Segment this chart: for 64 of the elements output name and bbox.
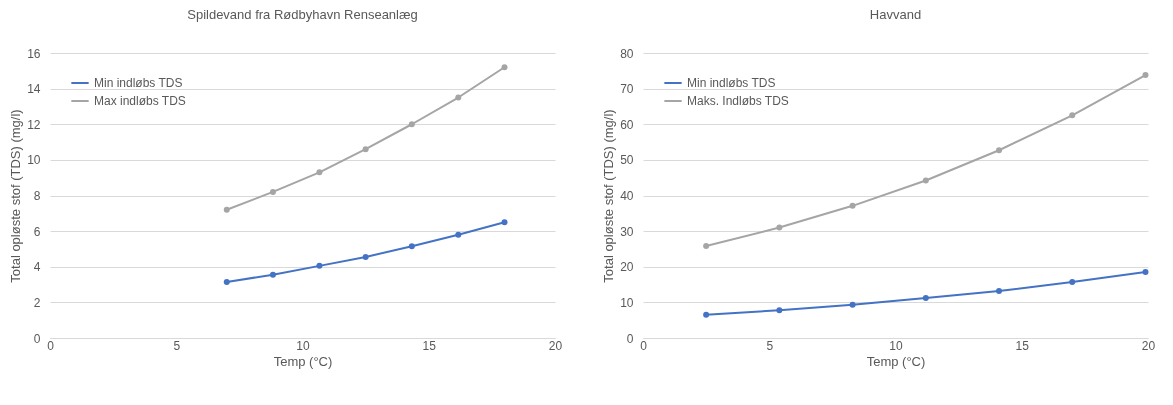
point bbox=[455, 94, 462, 101]
point bbox=[776, 307, 783, 314]
y-axis-title: Total opløste stof (TDS) (mg/l) bbox=[8, 109, 24, 283]
x-tick-label: 15 bbox=[1015, 338, 1030, 353]
y-tick-label: 50 bbox=[620, 153, 634, 168]
point bbox=[362, 253, 369, 260]
y-tick-label: 8 bbox=[33, 189, 41, 203]
point bbox=[703, 243, 710, 250]
point bbox=[408, 121, 415, 128]
point bbox=[501, 64, 508, 71]
y-tick-label: 10 bbox=[27, 153, 41, 168]
point bbox=[1142, 269, 1149, 276]
point bbox=[1069, 279, 1076, 286]
x-tick-label: 5 bbox=[766, 338, 774, 353]
x-tick-label: 10 bbox=[889, 338, 903, 353]
point bbox=[849, 301, 856, 308]
x-tick-label: 0 bbox=[640, 338, 648, 353]
point bbox=[269, 188, 276, 195]
y-tick-label: 20 bbox=[620, 260, 634, 275]
legend-label: Maks. Indløbs TDS bbox=[687, 94, 789, 108]
x-tick-label: 0 bbox=[47, 338, 55, 353]
point bbox=[223, 206, 230, 213]
point bbox=[776, 224, 783, 231]
point bbox=[996, 147, 1003, 154]
y-tick-label: 12 bbox=[27, 117, 41, 132]
point bbox=[362, 146, 369, 153]
y-tick-label: 6 bbox=[33, 224, 41, 239]
x-axis-title: Temp (°C) bbox=[273, 353, 333, 369]
y-tick-label: 30 bbox=[620, 224, 634, 239]
y-tick-label: 4 bbox=[33, 260, 41, 275]
point bbox=[703, 311, 710, 318]
y-tick-label: 10 bbox=[620, 295, 634, 310]
point bbox=[922, 295, 929, 302]
point bbox=[849, 202, 856, 209]
chart-title: Spildevand fra Rødbyhavn Renseanlæg bbox=[187, 7, 418, 22]
point bbox=[316, 262, 323, 269]
x-tick-label: 15 bbox=[422, 338, 437, 353]
y-tick-label: 60 bbox=[620, 117, 634, 132]
point bbox=[455, 231, 462, 238]
x-tick-label: 10 bbox=[296, 338, 310, 353]
point bbox=[922, 177, 929, 184]
x-tick-label: 5 bbox=[173, 338, 181, 353]
point bbox=[408, 243, 415, 250]
point bbox=[269, 271, 276, 278]
chart-title: Havvand bbox=[869, 7, 922, 22]
legend-label: Min indløbs TDS bbox=[687, 76, 776, 90]
y-tick-label: 80 bbox=[620, 46, 634, 61]
y-tick-label: 16 bbox=[27, 46, 41, 61]
point bbox=[223, 278, 230, 285]
y-axis-title: Total opløste stof (TDS) (mg/l) bbox=[601, 109, 617, 283]
point bbox=[501, 219, 508, 226]
point bbox=[1069, 112, 1076, 119]
legend-label: Max indløbs TDS bbox=[94, 94, 186, 108]
y-tick-label: 70 bbox=[620, 82, 634, 97]
legend-label: Min indløbs TDS bbox=[94, 76, 183, 90]
x-axis-title: Temp (°C) bbox=[866, 353, 926, 369]
point bbox=[996, 287, 1003, 294]
point bbox=[316, 169, 323, 176]
y-tick-label: 2 bbox=[33, 295, 41, 310]
y-tick-label: 14 bbox=[27, 82, 41, 97]
point bbox=[1142, 72, 1149, 79]
x-tick-label: 20 bbox=[548, 338, 563, 353]
x-tick-label: 20 bbox=[1141, 338, 1156, 353]
y-tick-label: 40 bbox=[620, 189, 634, 203]
